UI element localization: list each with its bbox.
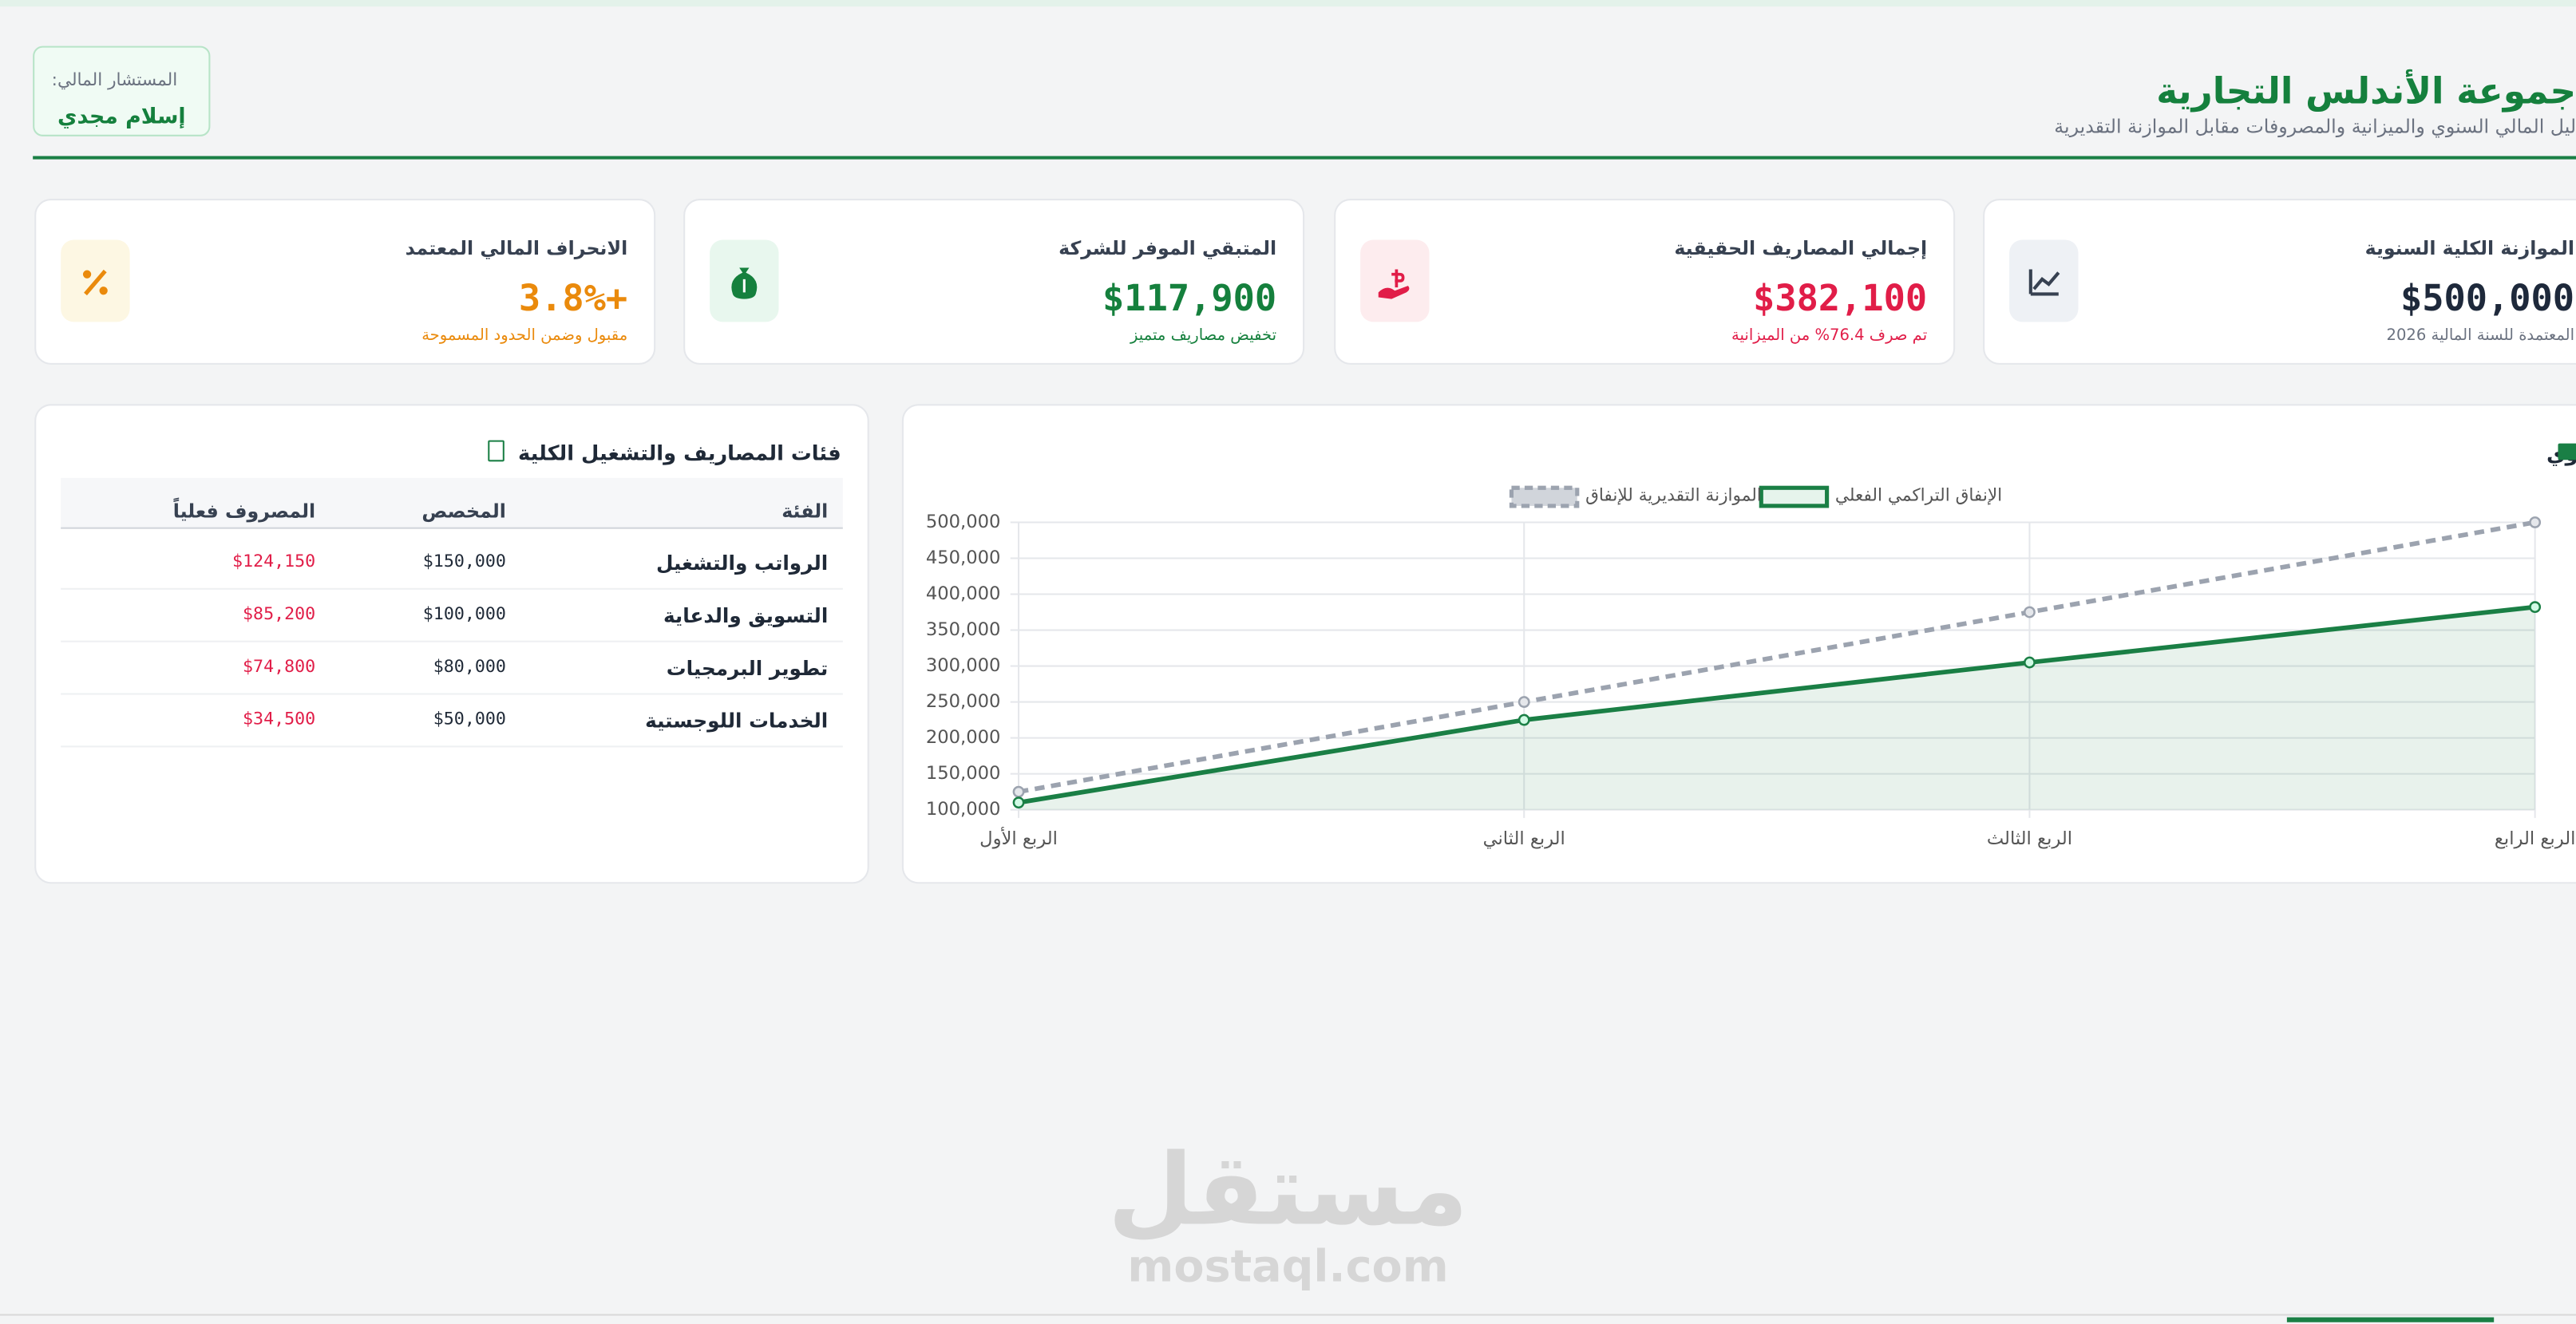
stat-card: الانحراف المالي المعتمد +3.8% مقبول وضمن ا… bbox=[34, 199, 656, 365]
y-tick-label: 150,000 bbox=[926, 763, 1001, 784]
row-amount: $124,150 bbox=[232, 551, 316, 572]
stat-card: الموازنة الكلية السنوية $500,000 المعتمدة … bbox=[1983, 199, 2576, 365]
icon-glyph bbox=[731, 267, 758, 299]
row-category: التسويق والدعاية bbox=[663, 604, 829, 628]
y-tick-label: 400,000 bbox=[926, 583, 1001, 604]
card-value: $117,900 bbox=[1102, 279, 1277, 321]
legend-label: الإنفاق التراكمي الفعلي bbox=[1835, 486, 2002, 506]
x-tick-label: الربع الثالث bbox=[1987, 828, 2072, 849]
y-tick-label: 100,000 bbox=[926, 799, 1001, 820]
advisor-box: المستشار المالي: إسلام مجدي bbox=[33, 45, 211, 136]
chart-panel bbox=[901, 404, 2576, 884]
row-category: الرواتب والتشغيل bbox=[655, 551, 829, 575]
x-tick-label: الربع الرابع bbox=[2495, 828, 2575, 849]
row-amount: $85,200 bbox=[243, 604, 316, 625]
y-tick-label: 250,000 bbox=[926, 691, 1001, 712]
card-value: $500,000 bbox=[2400, 279, 2575, 321]
point bbox=[2529, 516, 2542, 528]
advisor-label: المستشار المالي: bbox=[51, 70, 178, 91]
card-icon bbox=[2009, 239, 2079, 322]
card-note: تخفيض مصاريف متميز bbox=[1130, 326, 1277, 346]
card-icon bbox=[710, 239, 779, 322]
table-title: فئات المصاريف والتشغيل الكلية bbox=[488, 440, 841, 465]
y-tick-label: 300,000 bbox=[926, 655, 1001, 676]
card-value: $382,100 bbox=[1753, 279, 1928, 321]
row-divider bbox=[61, 693, 843, 695]
icon-glyph bbox=[1378, 269, 1410, 299]
row-divider bbox=[61, 745, 843, 748]
icon-glyph bbox=[82, 269, 108, 296]
row-divider bbox=[61, 587, 843, 590]
watermark-arabic: مستقل bbox=[1107, 1133, 1469, 1249]
y-tick-label: 350,000 bbox=[926, 619, 1001, 640]
subtitle: ليل المالي السنوي والميزانية والمصروفات … bbox=[2054, 115, 2576, 138]
table-header-row bbox=[61, 477, 843, 529]
company-title: جموعة الأندلس التجارية bbox=[2156, 72, 2576, 114]
legend-swatch bbox=[1759, 485, 1830, 508]
top-bar bbox=[0, 0, 2576, 7]
card-title: المتبقي الموفر للشركة bbox=[1058, 236, 1277, 260]
y-tick-label: 500,000 bbox=[926, 512, 1001, 532]
row-category: الخدمات اللوجستية bbox=[645, 709, 829, 733]
column-header: المخصص bbox=[421, 499, 506, 523]
legend-label: الموازنة التقديرية للإنفاق bbox=[1585, 486, 1762, 506]
row-amount: $80,000 bbox=[433, 657, 506, 677]
card-icon bbox=[61, 239, 130, 322]
point bbox=[2024, 656, 2036, 669]
row-category: تطوير البرمجيات bbox=[666, 657, 829, 681]
card-note: مقبول وضمن الحدود المسموحة bbox=[421, 326, 628, 346]
card-icon bbox=[1360, 239, 1430, 322]
series-line bbox=[1018, 604, 2535, 805]
card-title: إجمالي المصاريف الحقيقية bbox=[1674, 236, 1928, 260]
point bbox=[2529, 601, 2542, 614]
card-title: الانحراف المالي المعتمد bbox=[405, 236, 628, 260]
chart-icon bbox=[2558, 443, 2576, 460]
series-line bbox=[1018, 520, 2536, 794]
y-tick-label: 450,000 bbox=[926, 547, 1001, 568]
calculator-icon bbox=[488, 440, 505, 462]
point bbox=[1518, 696, 1530, 708]
row-amount: $150,000 bbox=[422, 551, 506, 572]
stat-card: المتبقي الموفر للشركة $117,900 تخفيض مصاري… bbox=[683, 199, 1305, 365]
card-value: +3.8% bbox=[518, 279, 628, 321]
header-rule bbox=[33, 156, 2576, 160]
column-header: المصروف فعلياً bbox=[172, 499, 316, 523]
y-tick-label: 200,000 bbox=[926, 727, 1001, 748]
table-title-text: فئات المصاريف والتشغيل الكلية bbox=[517, 440, 841, 465]
point bbox=[1518, 713, 1530, 726]
point bbox=[1012, 785, 1025, 798]
row-amount: $100,000 bbox=[422, 604, 506, 625]
icon-glyph bbox=[2028, 269, 2060, 296]
x-tick-label: الربع الأول bbox=[979, 827, 1058, 849]
row-amount: $50,000 bbox=[433, 709, 506, 729]
card-note: المعتمدة للسنة المالية 2026 bbox=[2386, 326, 2575, 346]
card-title: الموازنة الكلية السنوية bbox=[2364, 236, 2575, 260]
stat-card: إجمالي المصاريف الحقيقية $382,100 تم صرف 7… bbox=[1334, 199, 1956, 365]
watermark-latin: mostaql.com bbox=[1127, 1241, 1449, 1293]
row-amount: $34,500 bbox=[243, 709, 316, 729]
card-note: تم صرف 76.4% من الميزانية bbox=[1731, 326, 1928, 346]
column-header: الفئة bbox=[782, 499, 829, 523]
bottom-accent bbox=[2286, 1317, 2495, 1322]
row-amount: $74,800 bbox=[243, 657, 316, 677]
row-divider bbox=[61, 640, 843, 642]
bottom-rule bbox=[0, 1314, 2576, 1316]
advisor-name: إسلام مجدي bbox=[57, 105, 186, 130]
table-panel: فئات المصاريف والتشغيل الكلية الفئة المخص… bbox=[34, 404, 869, 884]
point bbox=[2024, 606, 2036, 619]
area bbox=[1019, 607, 2535, 810]
legend-swatch bbox=[1509, 485, 1580, 508]
x-tick-label: الربع الثاني bbox=[1483, 828, 1565, 849]
point bbox=[1012, 796, 1025, 809]
